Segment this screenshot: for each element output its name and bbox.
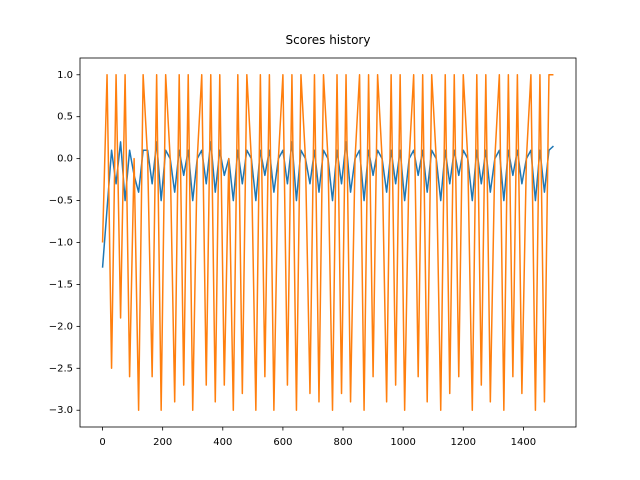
y-tick-label: −1.5	[49, 279, 73, 290]
x-tick-label: 0	[99, 437, 105, 448]
y-tick-label: 1.0	[57, 70, 73, 81]
x-tick-label: 1400	[511, 437, 536, 448]
y-tick-label: −2.0	[49, 321, 73, 332]
y-tick-label: 0.5	[57, 112, 73, 123]
x-tick-label: 200	[153, 437, 172, 448]
y-tick-label: −3.0	[49, 405, 73, 416]
y-tick-label: 0.0	[57, 154, 73, 165]
series-line	[101, 74, 554, 411]
x-tick-label: 1200	[451, 437, 476, 448]
x-tick-label: 800	[333, 437, 352, 448]
x-tick-label: 1000	[390, 437, 415, 448]
y-tick-label: −0.5	[49, 196, 73, 207]
x-tick-label: 400	[213, 437, 232, 448]
x-tick-label: 600	[273, 437, 292, 448]
y-tick-label: −2.5	[49, 363, 73, 374]
chart-title: Scores history	[286, 33, 371, 47]
y-tick-label: −1.0	[49, 238, 73, 249]
